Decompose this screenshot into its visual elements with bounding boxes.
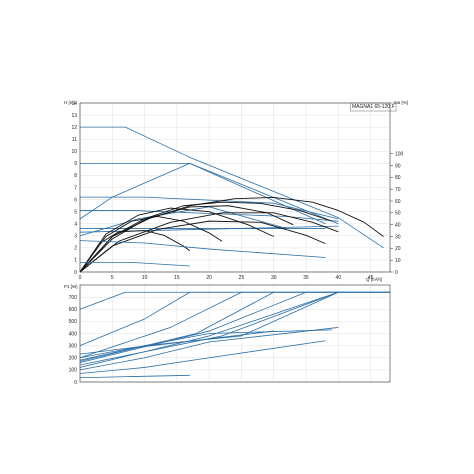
power-curve: [79, 291, 390, 346]
head-curve: [80, 126, 384, 249]
y-tick-label: 10: [71, 149, 77, 155]
y-tick-label: 600: [69, 307, 78, 313]
head-curve: [80, 210, 339, 222]
power-curve: [79, 291, 339, 368]
y-tick-label: 6: [74, 197, 77, 203]
y-tick-label: 9: [74, 161, 77, 167]
chart-title: MAGNA1 65-120 F: [352, 104, 395, 110]
y-tick-label: 7: [74, 185, 77, 191]
efficiency-curve: [79, 197, 384, 273]
efficiency-curve: [79, 215, 223, 273]
x-tick-label: 15: [174, 275, 180, 281]
head-curve: [79, 206, 287, 237]
y-tick-label: 11: [72, 137, 77, 143]
right-tick-label: 100: [395, 152, 404, 158]
y-tick-label: 8: [74, 173, 77, 179]
right-tick-label: 20: [395, 246, 401, 252]
head-curve: [80, 261, 190, 267]
right-tick-label: 70: [395, 187, 401, 193]
title-box: [350, 102, 397, 112]
panel-frame: [79, 102, 391, 273]
y-tick-label: 100: [69, 368, 78, 374]
right-tick-label: 0: [395, 270, 398, 276]
efficiency-curve: [79, 230, 191, 273]
right-tick-label: 30: [395, 234, 401, 240]
x-tick-label: 40: [336, 275, 342, 281]
right-tick-label: 90: [395, 163, 401, 169]
right-tick-label: 40: [395, 222, 401, 228]
y-tick-label: 3: [74, 234, 77, 240]
efficiency-curve: [79, 212, 339, 273]
x-tick-label: 30: [271, 275, 277, 281]
x-tick-label: 45: [368, 275, 374, 281]
y-tick-label: 200: [69, 356, 78, 362]
right-tick-label: 80: [395, 175, 401, 181]
right-tick-label: 10: [395, 258, 401, 264]
right-tick-label: 60: [395, 199, 401, 205]
x-tick-label: 0: [79, 275, 82, 281]
efficiency-curve: [79, 201, 333, 273]
power-panel: 0 100 200 300 400 500 600 700: [69, 284, 391, 386]
x-tick-label: 10: [142, 275, 148, 281]
x-tick-label: 5: [111, 275, 114, 281]
y-tick-label: 0: [74, 270, 77, 276]
y-tick-label: 300: [69, 343, 78, 349]
y-tick-label: 14: [71, 101, 77, 107]
y-tick-label: 2: [74, 246, 77, 252]
y-tick-label: 13: [71, 113, 77, 119]
y-tick-label: 5: [74, 209, 77, 215]
x-tick-label: 25: [239, 275, 245, 281]
power-curve: [79, 340, 326, 374]
head-curve: [79, 162, 326, 225]
x-tick-label: 35: [303, 275, 309, 281]
y-axis-label-right: eta [%]: [394, 100, 408, 105]
y-tick-label: 1: [74, 258, 77, 264]
y-tick-label: 12: [71, 125, 77, 131]
y-axis-label-left: H [m]: [64, 100, 75, 105]
power-curve: [79, 374, 190, 379]
head-curve: [79, 240, 326, 258]
power-curve: [79, 327, 339, 371]
power-axis-label: P1 [W]: [64, 284, 78, 289]
y-tick-label: 500: [69, 319, 78, 325]
y-tick-label: 0: [74, 380, 77, 386]
y-tick-label: 700: [69, 295, 78, 301]
efficiency-curve: [79, 207, 274, 273]
y-tick-label: 4: [74, 222, 77, 228]
right-tick-label: 50: [395, 211, 401, 217]
power-curve: [79, 291, 390, 310]
x-axis-label: Q [m³/h]: [366, 277, 382, 282]
power-curve: [79, 330, 274, 359]
panel-frame: [79, 284, 391, 383]
y-tick-label: 400: [69, 331, 78, 337]
x-tick-label: 20: [206, 275, 212, 281]
